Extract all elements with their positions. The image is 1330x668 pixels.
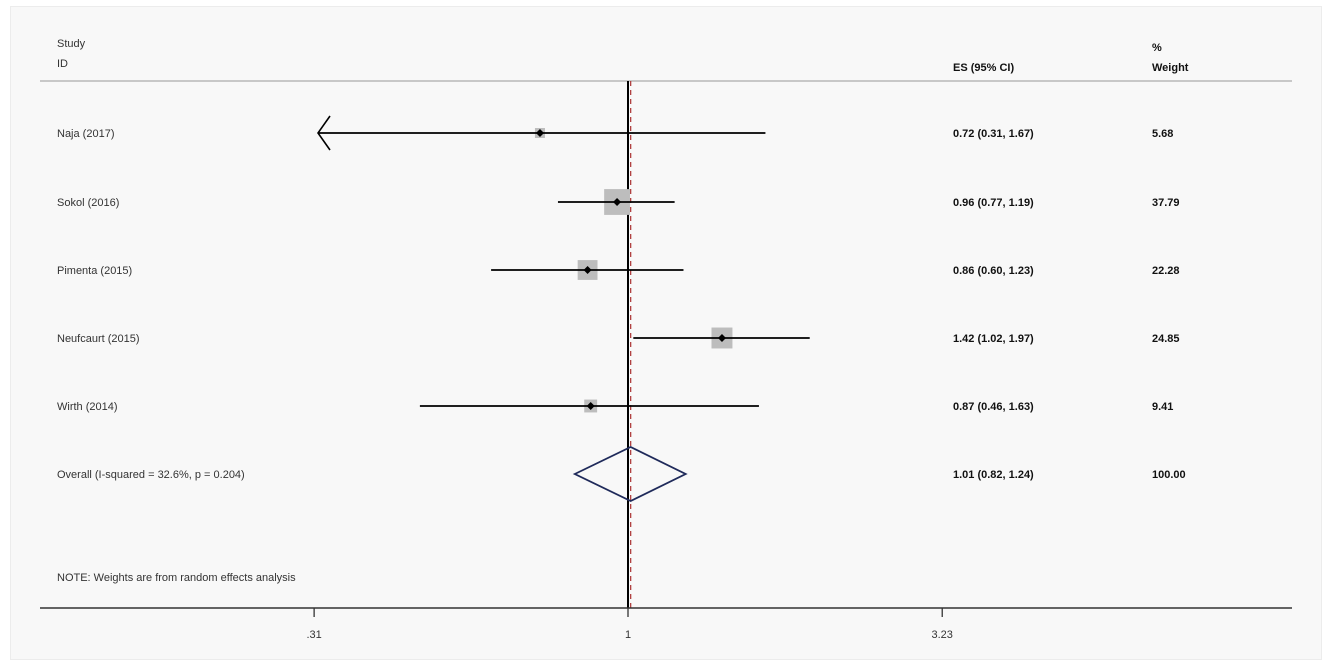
ci-text: 0.72 (0.31, 1.67) <box>953 128 1034 140</box>
x-ticks: .31 1 3.23 <box>306 608 953 641</box>
ci-text: 1.42 (1.02, 1.97) <box>953 333 1034 345</box>
weight-text: 37.79 <box>1152 197 1180 209</box>
ci-text: 0.87 (0.46, 1.63) <box>953 401 1034 413</box>
id-header: ID <box>57 58 68 70</box>
overall-ci-text: 1.01 (0.82, 1.24) <box>953 469 1034 481</box>
plot-frame <box>10 6 1322 660</box>
overall-label: Overall (I-squared = 32.6%, p = 0.204) <box>57 469 245 481</box>
weight-text: 5.68 <box>1152 128 1173 140</box>
x-tick-label: 3.23 <box>932 629 953 641</box>
plot-area: Naja (2017) 0.72 (0.31, 1.67) 5.68 Sokol (2… <box>57 81 1186 608</box>
point-estimate <box>535 129 544 137</box>
study-label: Neufcaurt (2015) <box>57 333 140 345</box>
study-header: Study <box>57 38 86 50</box>
study-label: Wirth (2014) <box>57 401 118 413</box>
ci-text: 0.96 (0.77, 1.19) <box>953 197 1034 209</box>
weight-text: 22.28 <box>1152 265 1180 277</box>
ci-text: 0.86 (0.60, 1.23) <box>953 265 1034 277</box>
x-tick-label: .31 <box>306 629 321 641</box>
weight-percent-header: % <box>1152 42 1162 54</box>
study-label: Sokol (2016) <box>57 197 119 209</box>
overall-weight-text: 100.00 <box>1152 469 1186 481</box>
point-estimate <box>586 402 595 410</box>
point-estimate <box>717 334 726 342</box>
x-tick-label: 1 <box>625 629 631 641</box>
study-label: Naja (2017) <box>57 128 114 140</box>
weight-text: 24.85 <box>1152 333 1180 345</box>
weight-text: 9.41 <box>1152 401 1173 413</box>
weights-note: NOTE: Weights are from random effects an… <box>57 572 296 584</box>
es-header: ES (95% CI) <box>953 62 1014 74</box>
ci-arrow <box>317 115 331 151</box>
study-label: Pimenta (2015) <box>57 265 132 277</box>
point-estimate <box>583 266 592 274</box>
weight-header: Weight <box>1152 62 1189 74</box>
point-estimate <box>613 198 622 206</box>
overall-diamond <box>572 445 688 503</box>
